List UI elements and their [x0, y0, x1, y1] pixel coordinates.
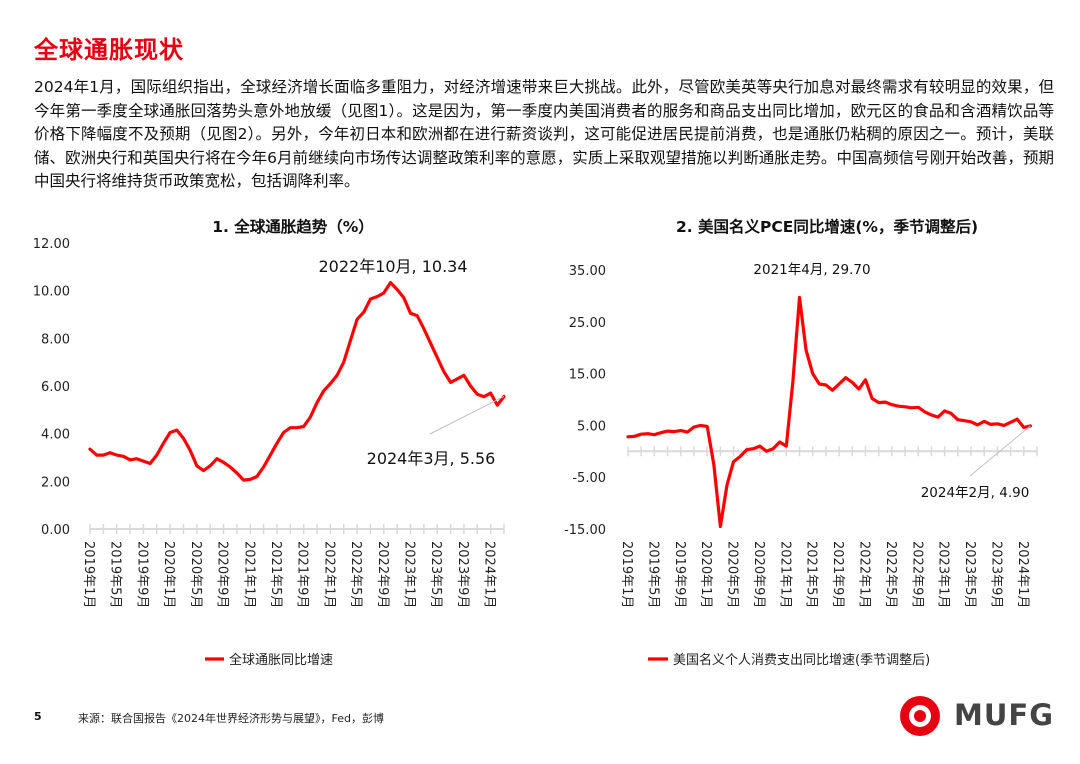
x-tick-label-group: 2019年1月	[81, 541, 96, 608]
x-tick-label: 2023年1月	[936, 541, 951, 608]
x-tick-label: 2022年1月	[321, 541, 336, 608]
x-tick-label-group: 2021年9月	[830, 541, 845, 608]
x-tick-label: 2021年9月	[295, 541, 310, 608]
x-tick-label: 2023年9月	[455, 541, 470, 608]
x-tick-label: 2021年1月	[777, 541, 792, 608]
x-tick-label: 2023年5月	[428, 541, 443, 608]
x-tick-label: 2022年9月	[909, 541, 924, 608]
y-tick-label: 15.00	[569, 368, 606, 383]
x-tick-label-group: 2023年5月	[428, 541, 443, 608]
x-tick-label: 2023年1月	[402, 541, 417, 608]
x-tick-label-group: 2019年5月	[645, 541, 660, 608]
x-tick-label-group: 2019年5月	[108, 541, 123, 608]
x-tick-label-group: 2020年9月	[751, 541, 766, 608]
x-tick-label: 2019年9月	[672, 541, 687, 608]
legend-label: 全球通胀同比增速	[229, 652, 333, 668]
x-tick-label-group: 2021年1月	[777, 541, 792, 608]
x-tick-label: 2021年9月	[830, 541, 845, 608]
y-tick-label: 35.00	[569, 264, 606, 279]
annotation-leader	[969, 425, 1031, 477]
data-annotation: 2024年3月, 5.56	[367, 449, 496, 468]
x-tick-label: 2021年5月	[804, 541, 819, 608]
x-tick-label-group: 2022年9月	[909, 541, 924, 608]
x-tick-label-group: 2019年9月	[134, 541, 149, 608]
x-tick-label-group: 2024年1月	[482, 541, 497, 608]
x-tick-label-group: 2023年9月	[455, 541, 470, 608]
x-tick-label: 2021年1月	[241, 541, 256, 608]
y-tick-label: 12.00	[33, 237, 70, 252]
mufg-logo-text: MUFG	[954, 698, 1055, 732]
x-tick-label: 2024年1月	[482, 541, 497, 608]
data-annotation: 2021年4月, 29.70	[753, 262, 870, 278]
x-tick-label: 2021年5月	[268, 541, 283, 608]
y-tick-label: 10.00	[33, 285, 70, 300]
x-tick-label: 2020年1月	[161, 541, 176, 608]
x-tick-label-group: 2023年5月	[962, 541, 977, 608]
series-line	[88, 281, 506, 482]
x-tick-label: 2022年5月	[348, 541, 363, 608]
x-tick-label: 2019年5月	[645, 541, 660, 608]
data-annotation: 2022年10月, 10.34	[318, 257, 467, 276]
y-tick-label: 8.00	[41, 332, 70, 347]
x-tick-label-group: 2021年5月	[268, 541, 283, 608]
x-tick-label-group: 2023年1月	[936, 541, 951, 608]
chart-title: 2. 美国名义PCE同比增速(%，季节调整后)	[676, 217, 978, 236]
body-paragraph: 2024年1月，国际组织指出，全球经济增长面临多重阻力，对经济增速带来巨大挑战。…	[34, 78, 1054, 190]
x-tick-label: 2020年5月	[188, 541, 203, 608]
x-tick-label-group: 2023年1月	[402, 541, 417, 608]
mufg-logo: MUFG	[898, 694, 1058, 738]
y-tick-label: -5.00	[572, 471, 606, 486]
x-tick-label-group: 2021年5月	[804, 541, 819, 608]
x-tick-label-group: 2020年9月	[215, 541, 230, 608]
y-tick-label: 5.00	[577, 419, 606, 434]
x-tick-label: 2019年9月	[134, 541, 149, 608]
x-tick-label-group: 2020年1月	[161, 541, 176, 608]
x-tick-label: 2019年5月	[108, 541, 123, 608]
x-tick-label: 2024年1月	[1015, 541, 1030, 608]
x-tick-label-group: 2022年9月	[375, 541, 390, 608]
x-tick-label-group: 2023年9月	[988, 541, 1003, 608]
y-tick-label: 25.00	[569, 316, 606, 331]
y-tick-label: 6.00	[41, 380, 70, 395]
annotation-leader	[429, 396, 505, 435]
x-tick-label: 2020年1月	[698, 541, 713, 608]
x-tick-label-group: 2019年9月	[672, 541, 687, 608]
mufg-logo-icon	[900, 696, 940, 736]
y-tick-label: 2.00	[41, 475, 70, 490]
x-tick-label-group: 2019年1月	[619, 541, 634, 608]
x-tick-label: 2019年1月	[619, 541, 634, 608]
data-annotation: 2024年2月, 4.90	[921, 485, 1030, 501]
source-note: 来源：联合国报告《2024年世界经济形势与展望》，Fed，彭博	[78, 712, 384, 725]
x-tick-label: 2020年9月	[751, 541, 766, 608]
y-tick-label: -15.00	[564, 523, 606, 538]
x-tick-label-group: 2020年5月	[725, 541, 740, 608]
x-tick-label: 2019年1月	[81, 541, 96, 608]
x-tick-label: 2022年9月	[375, 541, 390, 608]
y-tick-label: 4.00	[41, 428, 70, 443]
x-tick-label-group: 2021年1月	[241, 541, 256, 608]
x-tick-label: 2022年1月	[856, 541, 871, 608]
x-tick-label-group: 2022年5月	[348, 541, 363, 608]
x-tick-label: 2023年9月	[988, 541, 1003, 608]
x-tick-label: 2020年9月	[215, 541, 230, 608]
x-tick-label-group: 2022年5月	[883, 541, 898, 608]
x-tick-label-group: 2020年1月	[698, 541, 713, 608]
x-tick-label-group: 2022年1月	[321, 541, 336, 608]
x-tick-label-group: 2024年1月	[1015, 541, 1030, 608]
legend-label: 美国名义个人消费支出同比增速(季节调整后)	[673, 652, 930, 668]
x-tick-label: 2023年5月	[962, 541, 977, 608]
x-tick-label: 2022年5月	[883, 541, 898, 608]
x-tick-label: 2020年5月	[725, 541, 740, 608]
page-number: 5	[34, 710, 42, 723]
x-tick-label-group: 2021年9月	[295, 541, 310, 608]
x-tick-label-group: 2022年1月	[856, 541, 871, 608]
page-title: 全球通胀现状	[34, 36, 184, 64]
series-line	[626, 295, 1033, 529]
chart-title: 1. 全球通胀趋势（%）	[212, 217, 374, 236]
x-tick-label-group: 2020年5月	[188, 541, 203, 608]
y-tick-label: 0.00	[41, 523, 70, 538]
